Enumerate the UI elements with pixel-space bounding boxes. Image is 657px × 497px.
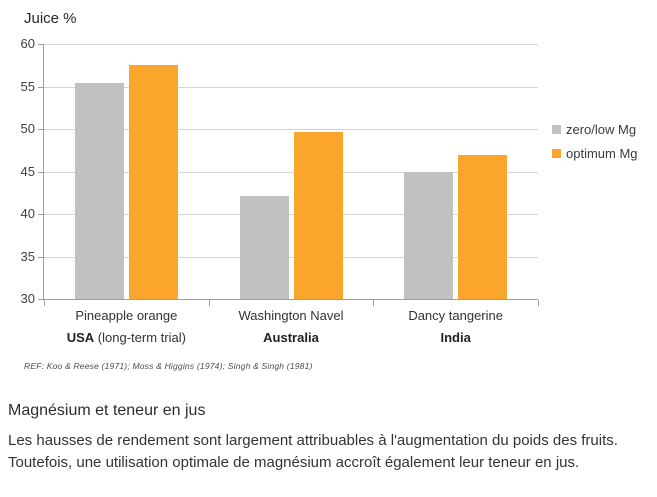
category-region: Australia [263, 330, 319, 345]
y-tick-mark [38, 214, 44, 215]
legend-item-optimum-mg: optimum Mg [552, 146, 638, 161]
gridline-55 [44, 86, 538, 88]
category-name: Washington Navel [238, 308, 344, 323]
gridline-35 [44, 256, 538, 258]
x-tick-mark [44, 300, 45, 306]
caption-body: Les hausses de rendement sont largement … [8, 432, 618, 471]
bar-zero-low-mg-washington-navel [239, 196, 289, 299]
category-region: India [440, 330, 471, 345]
bar-zero-low-mg-pineapple-orange [74, 83, 124, 299]
legend-label: optimum Mg [566, 146, 638, 161]
y-tick-mark [38, 171, 44, 173]
y-tick-label: 45 [20, 163, 35, 179]
y-tick-mark [38, 44, 44, 45]
y-tick-label: 50 [20, 121, 35, 136]
y-tick-mark [38, 129, 44, 130]
y-tick-label: 40 [20, 206, 35, 221]
gridline-40 [44, 214, 538, 215]
category-label-dancy-tangerine: Dancy tangerine India [346, 305, 566, 349]
y-tick-label: 35 [20, 248, 35, 264]
gridline-60 [44, 44, 538, 45]
category-name: Dancy tangerine [408, 308, 503, 323]
bar-zero-low-mg-dancy-tangerine [404, 171, 454, 299]
category-label-pineapple-orange: Pineapple orange USA (long-term trial) [16, 305, 236, 349]
gridline-45 [44, 171, 538, 173]
y-tick-mark [38, 86, 44, 88]
x-tick-mark [538, 300, 539, 306]
chart-title: Juice % [24, 10, 77, 27]
category-region: USA (long-term trial) [66, 330, 186, 345]
y-tick-label: 30 [20, 291, 35, 306]
bar-optimum-mg-dancy-tangerine [458, 154, 508, 299]
legend-swatch-icon [552, 125, 561, 134]
caption-block: Magnésium et teneur en jus Les hausses d… [8, 402, 653, 474]
bar-optimum-mg-washington-navel [293, 132, 343, 299]
caption-heading: Magnésium et teneur en jus [8, 402, 206, 419]
category-label-washington-navel: Washington Navel Australia [181, 305, 401, 349]
x-tick-mark [208, 300, 210, 306]
reference-note: REF: Koo & Reese (1971); Moss & Higgins … [24, 361, 313, 371]
legend: zero/low Mg optimum Mg [552, 122, 638, 170]
legend-label: zero/low Mg [566, 122, 637, 137]
gridline-50 [44, 129, 538, 130]
plot-area: 30 35 40 45 50 55 60 Pineapple orange USA (long-… [21, 36, 539, 345]
bar-optimum-mg-pineapple-orange [128, 65, 178, 299]
x-tick-mark [373, 300, 375, 306]
legend-swatch-icon [552, 149, 561, 158]
y-tick-label: 55 [20, 78, 35, 94]
y-tick-label: 60 [20, 36, 35, 51]
legend-item-zero-low-mg: zero/low Mg [552, 122, 638, 137]
y-tick-mark [38, 256, 44, 258]
y-tick-mark [38, 299, 44, 300]
category-name: Pineapple orange [75, 308, 178, 323]
